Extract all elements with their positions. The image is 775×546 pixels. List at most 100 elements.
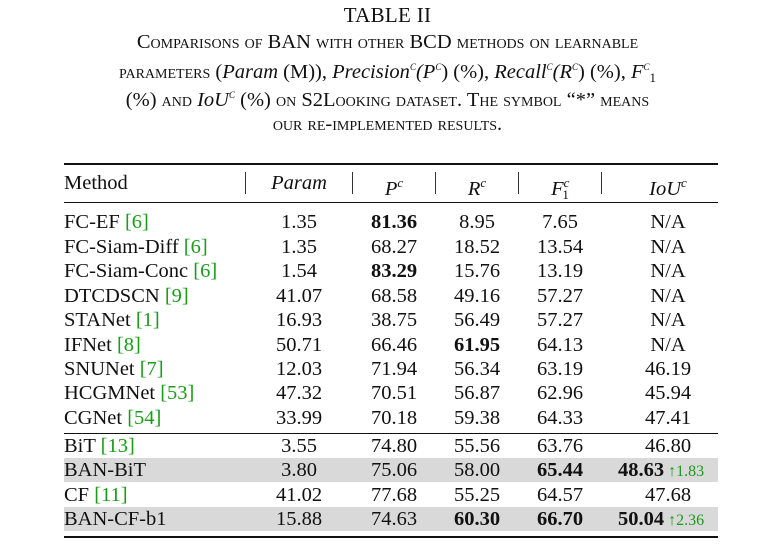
delta-value: 1.83 [676,463,705,480]
caption-text: ) (%), [441,61,495,83]
table-bottom-rule [64,536,718,538]
table-cell-method: HCGMNet [53] [64,381,194,405]
header-r-text: R [467,178,481,200]
table-cell-f: 65.44 [537,458,583,482]
caption-recall-abbr: (R [552,61,573,83]
cell-value: 48.63 [618,459,665,481]
table-cell-r: 56.87 [454,381,500,405]
citation-ref: [11] [94,484,128,506]
caption-text: (M)), [278,61,333,83]
cell-value: 59.38 [453,407,501,429]
citation-ref: [54] [127,407,162,429]
table-cell-param: 3.80 [281,458,317,482]
cell-value: N/A [650,334,686,356]
table-cell-r: 55.56 [454,434,500,458]
header-recall: Rc [468,171,486,201]
cell-value: 74.80 [370,435,418,457]
table-cell-param: 33.99 [276,406,322,430]
table-cell-method: FC-Siam-Diff [6] [64,235,208,259]
cell-value: 56.87 [453,382,501,404]
caption-sup: c [572,58,579,73]
header-method: Method [64,172,128,194]
cell-value: 38.75 [370,309,418,331]
cell-value: 3.80 [281,459,317,481]
improvement-delta: ↑2.36 [668,512,704,529]
table-cell-method: CGNet [54] [64,406,161,430]
cell-value: 41.02 [275,484,323,506]
table-cell-method: DTCDSCN [9] [64,284,189,308]
table-cell-iou: N/A [650,259,685,283]
citation-ref: [8] [116,334,141,356]
caption-precision: Precision [332,61,410,83]
cell-value: 55.56 [453,435,501,457]
table-cell-iou: 47.68 [645,483,691,507]
cell-value: 55.25 [453,484,501,506]
table-cell-param: 1.54 [281,259,317,283]
table-cell-method: FC-EF [6] [64,210,149,234]
caption-line-1: Comparisons of BAN with other BCD method… [136,31,639,53]
table-cell-param: 1.35 [281,235,317,259]
header-separator [352,172,353,194]
table-cell-param: 1.35 [281,210,317,234]
cell-value: N/A [650,309,686,331]
table-cell-p: 81.36 [371,210,417,234]
method-name: CGNet [64,407,123,429]
table-cell-iou: N/A [650,235,685,259]
table-cell-method: BAN-BiT [64,458,146,482]
header-iou-text: IoU [649,178,682,200]
caption-sup: c [435,58,442,73]
header-sup: c [681,175,687,190]
cell-value: N/A [650,211,686,233]
cell-value: 46.80 [644,435,692,457]
cell-value: 8.95 [459,211,495,233]
table-cell-param: 50.71 [276,333,322,357]
table-cell-method: CF [11] [64,483,128,507]
header-sup: c [397,175,404,190]
citation-ref: [6] [183,236,208,258]
citation-ref: [6] [193,260,218,282]
table-cell-param: 41.02 [276,483,322,507]
cell-value: 81.36 [370,211,418,233]
table-cell-param: 3.55 [281,434,317,458]
table-cell-iou: N/A [650,284,685,308]
table-cell-p: 70.18 [371,406,417,430]
table-cell-iou: 47.41 [645,406,691,430]
cell-value: 57.27 [536,285,584,307]
table-cell-iou: 45.94 [645,381,691,405]
cell-value: 41.07 [275,285,323,307]
table-cell-r: 61.95 [454,333,500,357]
cell-value: N/A [650,260,686,282]
table-cell-param: 12.03 [276,357,322,381]
header-sup: c [563,175,570,190]
method-name: STANet [64,309,131,331]
cell-value: 47.41 [644,407,692,429]
cell-value: 70.51 [370,382,418,404]
cell-value: 66.46 [370,334,418,356]
cell-value: 75.06 [370,459,418,481]
citation-ref: [9] [164,285,189,307]
table-cell-f: 13.54 [537,235,583,259]
table-cell-r: 8.95 [459,210,495,234]
improvement-delta: ↑1.83 [668,463,704,480]
table-cell-r: 15.76 [454,259,500,283]
caption-text: (%) on S2Looking dataset. The symbol “*”… [235,89,650,111]
cell-value: 68.27 [370,236,418,258]
method-name: BAN-BiT [64,459,146,481]
caption-line-2: parameters (Param (M)), Precisionc(Pc) (… [0,58,775,86]
header-separator [435,172,436,194]
header-sub: 1 [562,187,569,202]
cell-value: 1.54 [281,260,317,282]
method-name: IFNet [64,334,112,356]
table-cell-param: 41.07 [276,284,322,308]
caption-iou: IoU [197,89,229,111]
table-cell-method: SNUNet [7] [64,357,164,381]
header-p-text: P [384,178,398,200]
table-cell-r: 55.25 [454,483,500,507]
table-cell-f: 62.96 [537,381,583,405]
table-cell-iou: 50.04 ↑2.36 [618,507,704,533]
table-cell-r: 56.49 [454,308,500,332]
cell-value: 15.88 [275,508,323,530]
table-cell-method: BAN-CF-b1 [64,507,167,531]
table-cell-r: 58.00 [454,458,500,482]
table-cell-iou: N/A [650,333,685,357]
